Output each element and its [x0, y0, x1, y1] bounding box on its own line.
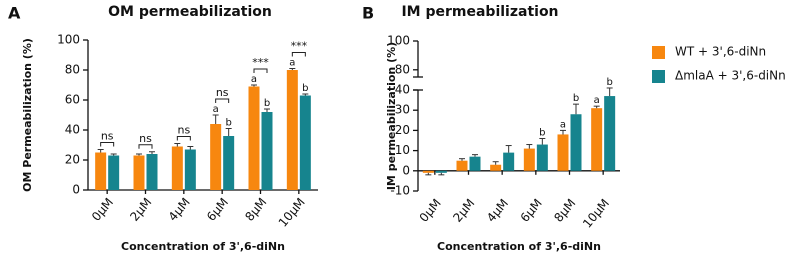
x-tick-label: 8μM — [242, 195, 269, 224]
stat-letter: b — [264, 98, 270, 109]
legend-swatch — [652, 46, 665, 59]
stat-letter: b — [225, 118, 231, 129]
significance-label: ns — [177, 124, 190, 137]
significance-label: ns — [139, 132, 152, 145]
bar — [435, 170, 447, 173]
y-axis-label: IM permeabilization (%) — [385, 42, 398, 190]
y-tick-label: 0 — [402, 163, 410, 177]
x-tick-label: 8μM — [551, 196, 578, 225]
chart-title: OM permeabilization — [108, 4, 272, 20]
x-tick-label: 2μM — [450, 196, 477, 225]
bar — [133, 155, 145, 190]
bar — [210, 124, 222, 190]
bar — [604, 96, 616, 171]
x-tick-label: 6μM — [204, 195, 231, 224]
legend-label: WT + 3',6-diNn — [675, 45, 766, 59]
y-tick-label: 60 — [65, 93, 80, 107]
bar — [95, 152, 107, 190]
significance-label: *** — [252, 56, 269, 69]
x-tick-label: 6μM — [518, 196, 545, 225]
significance-bracket — [291, 52, 306, 57]
y-tick-label: -10 — [390, 184, 410, 198]
y-tick-label: 80 — [65, 63, 80, 77]
y-tick-label: 80 — [395, 62, 410, 76]
bar — [536, 144, 548, 171]
stat-letter: a — [213, 104, 219, 115]
bar — [261, 112, 273, 190]
stat-letter: a — [594, 95, 600, 106]
bar — [591, 108, 603, 171]
y-tick-label: 20 — [395, 123, 410, 137]
legend-swatch — [652, 70, 665, 83]
panel-label: A — [8, 4, 21, 23]
stat-letter: a — [251, 74, 257, 85]
bar — [503, 152, 515, 171]
significance-bracket — [100, 142, 115, 147]
y-tick-label: 40 — [65, 123, 80, 137]
legend-label: ΔmlaA + 3',6-diNn — [675, 69, 786, 83]
x-tick-label: 0μM — [417, 196, 444, 225]
significance-label: ns — [216, 86, 229, 99]
bar — [557, 134, 569, 171]
bar — [490, 164, 502, 171]
bar — [469, 156, 481, 171]
significance-bracket — [215, 98, 230, 103]
y-tick-label: 30 — [395, 103, 410, 117]
x-tick-label: 10μM — [276, 195, 308, 229]
bar — [171, 146, 183, 190]
bar — [570, 114, 582, 171]
chart-title: IM permeabilization — [401, 4, 558, 20]
y-tick-label: 20 — [65, 153, 80, 167]
y-tick-label: 0 — [72, 183, 80, 197]
stat-letter: b — [573, 93, 579, 104]
bar — [108, 155, 120, 190]
bar — [422, 170, 434, 173]
stat-letter: b — [539, 127, 545, 138]
stat-letter: b — [606, 77, 612, 88]
x-axis-label: Concentration of 3',6-diNn — [437, 240, 601, 253]
bar — [146, 154, 158, 190]
bar — [299, 95, 311, 190]
bar — [223, 136, 235, 190]
x-tick-label: 4μM — [484, 196, 511, 225]
significance-bracket — [176, 136, 191, 141]
bar — [184, 149, 196, 190]
stat-letter: a — [289, 58, 295, 69]
significance-bracket — [138, 144, 153, 149]
bar — [523, 148, 535, 171]
significance-label: *** — [291, 40, 308, 53]
stat-letter: b — [302, 83, 308, 94]
y-tick-label: 100 — [57, 33, 80, 47]
y-tick-label: 10 — [395, 143, 410, 157]
y-axis-label: OM Permeabilization (%) — [21, 38, 34, 192]
significance-bracket — [253, 68, 268, 73]
panel-label: B — [362, 4, 374, 23]
significance-label: ns — [101, 130, 114, 143]
x-tick-label: 0μM — [89, 195, 116, 224]
y-tick-label: 40 — [395, 83, 410, 97]
stat-letter: a — [560, 119, 566, 130]
bar — [248, 86, 260, 190]
x-axis-label: Concentration of 3',6-diNn — [121, 240, 285, 253]
bar — [456, 160, 468, 171]
x-tick-label: 2μM — [127, 195, 154, 224]
x-tick-label: 4μM — [166, 195, 193, 224]
x-tick-label: 10μM — [580, 196, 612, 230]
bar — [286, 70, 298, 190]
y-tick-label: 100 — [387, 34, 410, 48]
